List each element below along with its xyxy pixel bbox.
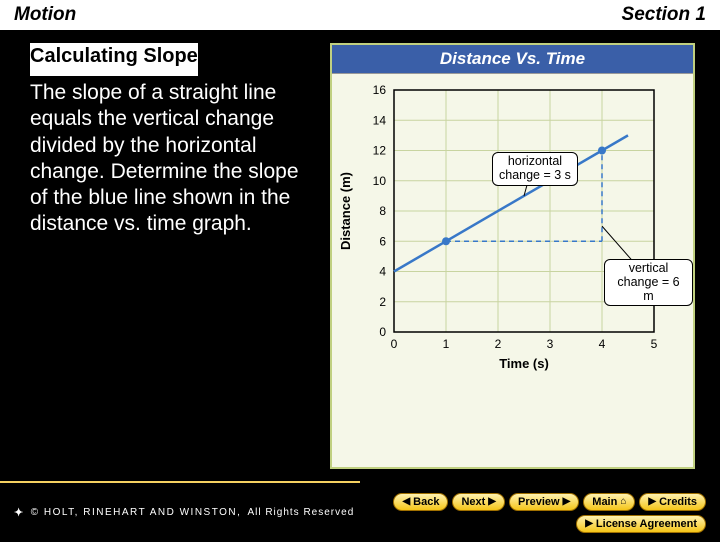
svg-text:14: 14 (373, 113, 387, 127)
footer-bar: ✦ © HOLT, RINEHART AND WINSTON, All Righ… (0, 483, 720, 542)
next-label: Next (461, 496, 485, 508)
next-arrow-icon: ▶ (488, 496, 496, 507)
chart-plot-area: 0123450246810121416Time (s)Distance (m) … (332, 74, 693, 384)
preview-arrow-icon: ▶ (563, 496, 571, 507)
footer-copyright: ✦ © HOLT, RINEHART AND WINSTON, All Righ… (14, 506, 354, 519)
back-button[interactable]: ◀Back (393, 493, 448, 511)
footer-nav: ◀Back Next▶ Preview▶ Main⌂ ▶Credits ▶Lic… (386, 493, 706, 533)
rights-text: All Rights Reserved (247, 507, 354, 518)
credits-label: Credits (659, 496, 697, 508)
main-label: Main (592, 496, 617, 508)
svg-text:Distance (m): Distance (m) (338, 172, 353, 250)
body-paragraph: The slope of a straight line equals the … (30, 80, 320, 238)
header-bar: Motion Section 1 (0, 0, 720, 31)
svg-text:5: 5 (651, 337, 658, 351)
preview-button[interactable]: Preview▶ (509, 493, 579, 511)
svg-text:8: 8 (379, 204, 386, 218)
back-arrow-icon: ◀ (402, 496, 410, 507)
chart-title: Distance Vs. Time (332, 45, 693, 74)
svg-text:2: 2 (379, 295, 386, 309)
back-label: Back (413, 496, 439, 508)
text-column: Calculating Slope The slope of a straigh… (30, 43, 330, 469)
header-left: Motion (14, 4, 76, 26)
main-content: Calculating Slope The slope of a straigh… (0, 31, 720, 481)
next-button[interactable]: Next▶ (452, 493, 505, 511)
chart-container: Distance Vs. Time 0123450246810121416Tim… (330, 43, 695, 469)
main-button[interactable]: Main⌂ (583, 493, 635, 511)
callout-horizontal: horizontalchange = 3 s (492, 152, 578, 186)
preview-label: Preview (518, 496, 560, 508)
svg-text:2: 2 (495, 337, 502, 351)
svg-text:Time (s): Time (s) (499, 356, 549, 371)
chart-svg: 0123450246810121416Time (s)Distance (m) (332, 74, 693, 384)
subtitle: Calculating Slope (30, 43, 198, 70)
license-label: License Agreement (596, 518, 697, 530)
credits-button[interactable]: ▶Credits (639, 493, 706, 511)
logo-text: ✦ (14, 506, 25, 519)
license-arrow-icon: ▶ (585, 518, 593, 529)
svg-text:16: 16 (373, 83, 387, 97)
svg-text:4: 4 (599, 337, 606, 351)
credits-arrow-icon: ▶ (648, 496, 656, 507)
svg-text:10: 10 (373, 174, 387, 188)
main-arrow-icon: ⌂ (620, 496, 626, 507)
svg-text:12: 12 (373, 144, 387, 158)
svg-text:6: 6 (379, 234, 386, 248)
svg-text:0: 0 (391, 337, 398, 351)
svg-text:1: 1 (443, 337, 450, 351)
svg-text:3: 3 (547, 337, 554, 351)
header-right: Section 1 (622, 4, 706, 26)
svg-text:4: 4 (379, 265, 386, 279)
callout-vertical: verticalchange = 6 m (604, 259, 693, 306)
svg-text:0: 0 (379, 325, 386, 339)
license-button[interactable]: ▶License Agreement (576, 515, 706, 533)
copyright-text: © HOLT, RINEHART AND WINSTON, (31, 507, 242, 518)
